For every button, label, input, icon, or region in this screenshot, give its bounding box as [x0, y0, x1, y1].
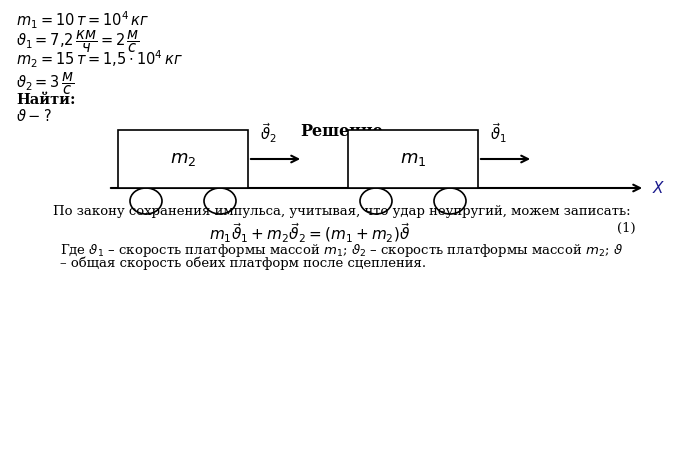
Text: $\vec{\vartheta}_1$: $\vec{\vartheta}_1$: [490, 121, 506, 145]
Bar: [348, 130, 478, 188]
Ellipse shape: [204, 188, 236, 214]
Text: $X$: $X$: [652, 180, 666, 196]
Text: $\vartheta - ?$: $\vartheta - ?$: [16, 108, 52, 124]
Text: Решение: Решение: [301, 123, 383, 140]
Text: $m_1$: $m_1$: [399, 150, 426, 168]
Text: (1): (1): [617, 222, 635, 235]
Bar: [118, 130, 248, 188]
Text: – общая скорость обеих платформ после сцепления.: – общая скорость обеих платформ после сц…: [60, 257, 426, 270]
Ellipse shape: [360, 188, 392, 214]
Ellipse shape: [130, 188, 162, 214]
Text: По закону сохранения импульса, учитывая, что удар неупругий, можем записать:: По закону сохранения импульса, учитывая,…: [53, 205, 631, 218]
Text: Найти:: Найти:: [16, 93, 75, 107]
Text: $\vartheta_2 = 3\,\dfrac{м}{с}$: $\vartheta_2 = 3\,\dfrac{м}{с}$: [16, 70, 75, 96]
Text: $\vec{\vartheta}_2$: $\vec{\vartheta}_2$: [260, 121, 276, 145]
Text: $m_2$: $m_2$: [170, 150, 196, 168]
Text: $m_1\vec{\vartheta}_1 + m_2\vec{\vartheta}_2 = (m_1 + m_2)\vec{\vartheta}$: $m_1\vec{\vartheta}_1 + m_2\vec{\varthet…: [209, 222, 410, 246]
Text: $m_1 = 10\,т = 10^4\,кг$: $m_1 = 10\,т = 10^4\,кг$: [16, 10, 149, 31]
Text: Где $\vartheta_1$ – скорость платформы массой $m_1$; $\vartheta_2$ – скорость пл: Где $\vartheta_1$ – скорость платформы м…: [60, 242, 624, 259]
Text: $\vartheta_1 = 7{,}2\,\dfrac{км}{ч} = 2\,\dfrac{м}{с}$: $\vartheta_1 = 7{,}2\,\dfrac{км}{ч} = 2\…: [16, 28, 140, 54]
Ellipse shape: [434, 188, 466, 214]
Text: $m_2 = 15\,т = 1{,}5 \cdot 10^4\,кг$: $m_2 = 15\,т = 1{,}5 \cdot 10^4\,кг$: [16, 49, 183, 70]
